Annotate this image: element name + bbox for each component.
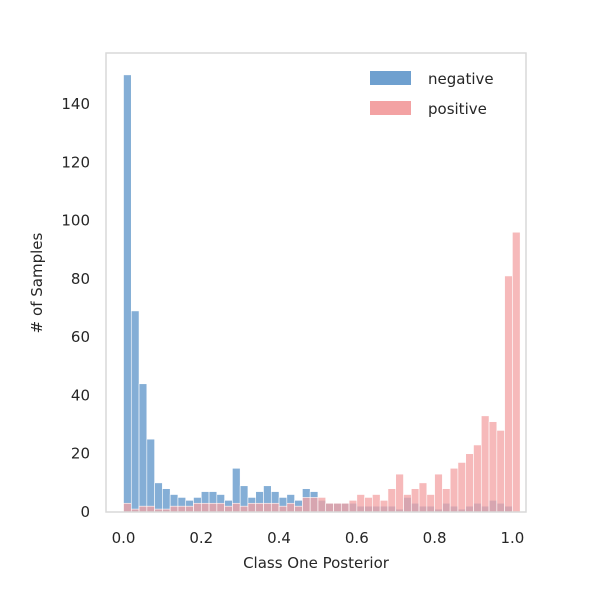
positive-bar (193, 502, 202, 513)
y-tick-label: 120 (61, 153, 90, 171)
positive-bar (138, 505, 148, 513)
positive-bar (232, 502, 241, 513)
positive-bar (185, 505, 194, 513)
positive-bar (449, 467, 459, 513)
positive-bar (224, 505, 233, 513)
positive-bar (216, 502, 225, 513)
positive-bar (403, 494, 412, 513)
plot-frame (105, 52, 527, 513)
positive-bar (278, 505, 288, 513)
positive-bar (387, 488, 397, 513)
positive-bar (356, 494, 365, 513)
x-tick-label: 0.6 (345, 529, 369, 547)
positive-bar (239, 505, 249, 513)
negative-bar (146, 438, 155, 513)
positive-bar (426, 494, 435, 513)
y-tick-label: 20 (71, 445, 90, 463)
positive-bar (270, 502, 280, 513)
positive-bar (379, 500, 389, 513)
positive-bar (177, 505, 187, 513)
positive-bar (286, 502, 295, 513)
positive-bar (348, 500, 358, 513)
positive-bar (457, 462, 467, 513)
y-tick-label: 140 (61, 95, 90, 113)
positive-bar (434, 473, 443, 513)
legend-swatch-negative (370, 71, 411, 85)
positive-bar (395, 473, 404, 513)
positive-bars (123, 231, 521, 513)
plot-background (106, 53, 526, 512)
x-tick-label: 0.0 (112, 529, 136, 547)
x-axis-label: Class One Posterior (243, 554, 390, 572)
positive-bar (364, 497, 373, 513)
legend-swatch-positive (370, 101, 411, 115)
x-tick-label: 0.8 (423, 529, 447, 547)
positive-bar (325, 502, 334, 513)
positive-bar (442, 488, 451, 513)
y-axis-label: # of Samples (28, 233, 46, 334)
positive-bar (123, 502, 132, 513)
legend: negative positive (370, 70, 494, 118)
y-tick-label: 60 (71, 328, 90, 346)
positive-bar (146, 505, 155, 513)
negative-bar (154, 482, 163, 513)
positive-bar (480, 415, 490, 513)
x-tick-label: 1.0 (500, 529, 524, 547)
positive-bar (372, 494, 381, 513)
positive-bar (294, 505, 303, 513)
y-tick-label: 40 (71, 386, 90, 404)
positive-bar (302, 497, 311, 513)
negative-bar (130, 310, 140, 513)
positive-bar (208, 502, 218, 513)
legend-label-positive: positive (428, 100, 487, 118)
negative-bar (162, 488, 171, 513)
positive-bar (333, 502, 342, 513)
y-tick-label: 0 (80, 503, 90, 521)
positive-bar (418, 482, 428, 513)
negative-bar (123, 74, 132, 513)
positive-bar (309, 497, 319, 513)
positive-bar (488, 421, 498, 513)
positive-bar (473, 444, 482, 513)
y-tick-labels: 0 20 40 60 80 100 120 140 (61, 95, 90, 521)
y-tick-label: 100 (61, 212, 90, 230)
positive-bar (512, 231, 521, 513)
x-tick-label: 0.4 (267, 529, 291, 547)
x-tick-label: 0.2 (189, 529, 213, 547)
positive-bar (465, 453, 474, 513)
positive-bar (200, 502, 210, 513)
positive-bar (263, 502, 272, 513)
x-tick-labels: 0.0 0.2 0.4 0.6 0.8 1.0 (112, 529, 525, 547)
positive-bar (317, 497, 327, 513)
y-tick-label: 80 (71, 270, 90, 288)
negative-bar (138, 383, 148, 513)
positive-bar (496, 430, 505, 513)
positive-bar (247, 502, 257, 513)
positive-bar (169, 505, 179, 513)
positive-bar (410, 488, 420, 513)
legend-label-negative: negative (428, 70, 494, 88)
positive-bar (340, 502, 350, 513)
positive-bar (255, 502, 264, 513)
positive-bar (504, 275, 513, 513)
